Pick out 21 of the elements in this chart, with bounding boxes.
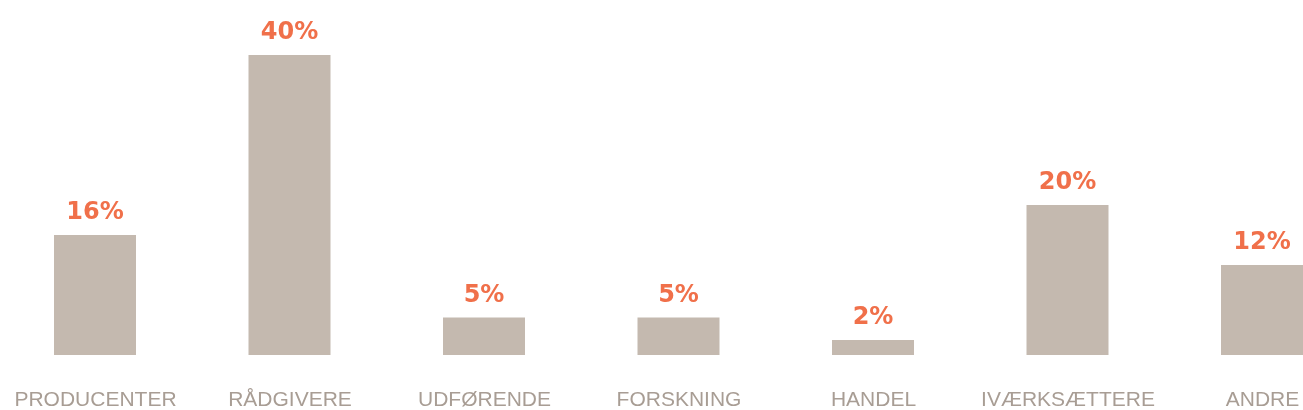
data-label: 5% bbox=[658, 279, 699, 308]
bar bbox=[248, 55, 331, 355]
bar bbox=[1221, 265, 1303, 355]
x-tick-label: PRODUCENTER bbox=[14, 386, 177, 410]
bar bbox=[54, 235, 136, 355]
x-tick-label: ANDRE bbox=[1225, 386, 1300, 410]
x-tick-label: IVÆRKSÆTTERE bbox=[981, 386, 1155, 410]
data-label: 20% bbox=[1038, 167, 1097, 195]
data-label: 2% bbox=[852, 302, 894, 330]
x-tick-label: UDFØRENDE bbox=[417, 386, 552, 410]
bar bbox=[1026, 205, 1109, 355]
bar bbox=[832, 340, 914, 355]
x-tick-label: HANDEL bbox=[830, 386, 917, 410]
data-label: 40% bbox=[260, 17, 319, 45]
x-tick-label: RÅDGIVERE bbox=[228, 386, 352, 410]
data-label: 5% bbox=[463, 279, 505, 308]
data-label: 12% bbox=[1233, 227, 1291, 255]
bar bbox=[637, 317, 720, 355]
data-label: 16% bbox=[66, 197, 124, 225]
bar bbox=[443, 317, 525, 355]
x-tick-label: FORSKNING bbox=[616, 386, 742, 410]
